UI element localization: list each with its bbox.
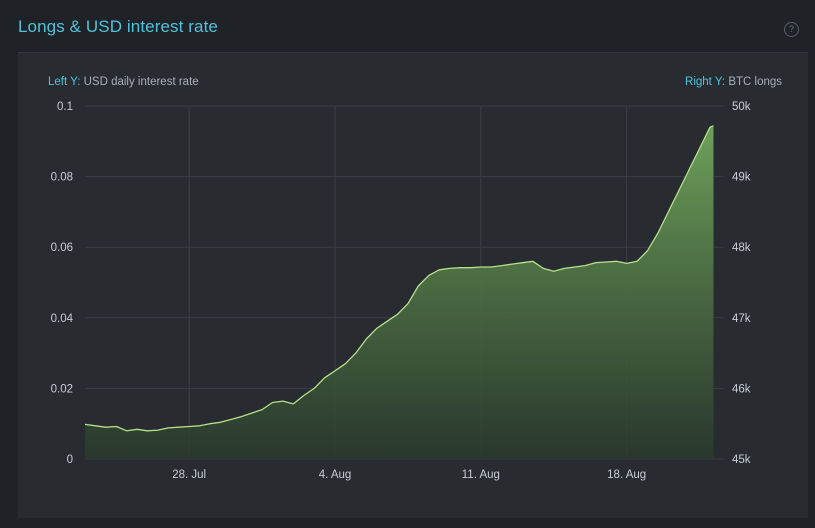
left-axis-caption: Left Y: USD daily interest rate [48,76,199,88]
right-axis-name: BTC longs [728,76,782,88]
question-circle-icon[interactable]: ? [784,22,799,37]
right-tick-label: 48k [732,242,751,254]
series-area [84,125,714,460]
x-tick-label: 28. Jul [172,469,206,481]
right-axis-caption: Right Y: BTC longs [685,76,782,88]
left-tick-label: 0.1 [57,101,73,113]
panel-title: Longs & USD interest rate [18,17,218,36]
right-axis-tag: Right Y: [685,76,726,88]
x-tick-label: 18. Aug [607,469,646,481]
left-tick-label: 0.08 [51,172,73,184]
right-tick-label: 50k [732,101,751,113]
right-tick-label: 45k [732,454,751,466]
x-tick-label: 4. Aug [319,469,352,481]
left-tick-label: 0 [67,454,73,466]
right-tick-label: 47k [732,313,751,325]
axes: 0 0.02 0.04 0.06 0.08 0.1 45k 46k 47k 48k 49k 50k 28… [51,101,751,481]
series-area-fill [85,125,714,460]
chart-card: Left Y: USD daily interest rate Right Y:… [18,53,808,518]
right-tick-label: 49k [732,172,751,184]
left-axis-tag: Left Y: [48,76,81,88]
left-tick-label: 0.06 [51,242,73,254]
x-tick-label: 11. Aug [462,469,500,481]
right-tick-label: 46k [732,383,751,395]
left-axis-name: USD daily interest rate [83,76,199,88]
series-line [84,125,714,432]
left-tick-label: 0.02 [51,383,73,395]
title-divider [18,52,808,53]
left-tick-label: 0.04 [51,313,74,325]
area-chart: 0 0.02 0.04 0.06 0.08 0.1 45k 46k 47k 48k 49k 50k 28… [51,101,751,481]
